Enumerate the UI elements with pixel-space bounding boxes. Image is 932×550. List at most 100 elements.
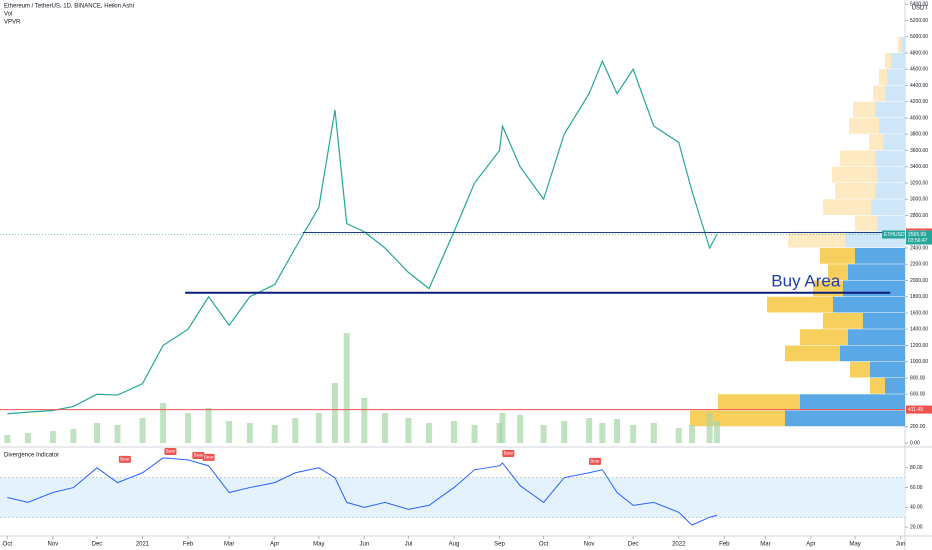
y-tick-label: 2000.00: [910, 278, 928, 284]
x-tick-label: Aug: [449, 542, 460, 548]
volume-bar: [24, 433, 31, 443]
profile-up: [883, 134, 905, 150]
x-tick-label: Mar: [760, 542, 770, 548]
volume-bar: [405, 418, 412, 443]
signal-tag: [502, 449, 515, 457]
volume-bar: [4, 435, 11, 443]
profile-down: [823, 313, 863, 329]
profile-down: [869, 134, 883, 150]
pane-title: Divergence Indicator: [4, 453, 59, 459]
volume-bar: [688, 425, 695, 443]
profile-up: [871, 199, 905, 215]
x-tick-label: Apr: [806, 542, 815, 548]
profile-down: [849, 118, 879, 134]
y-tick-label: 20.00: [910, 524, 923, 530]
profile-down: [850, 361, 870, 378]
y-tick-label: 4800.00: [910, 50, 928, 56]
volume-bar: [586, 418, 593, 443]
y-tick-label: 40.00: [910, 505, 923, 511]
profile-up: [833, 296, 905, 313]
y-tick-label: 5200.00: [910, 18, 928, 24]
volume-bar: [540, 425, 547, 443]
x-tick-label: May: [849, 542, 860, 548]
unit-label: USDT: [912, 6, 929, 12]
volume-bar: [114, 425, 121, 443]
volume-bar: [713, 421, 720, 443]
signal-tag: [589, 457, 602, 465]
volume-bar: [381, 413, 388, 443]
y-tick-label: 2800.00: [910, 213, 928, 219]
profile-up: [840, 345, 905, 362]
volume-bar: [599, 423, 606, 443]
y-tick-label: 4600.00: [910, 67, 928, 73]
profile-down: [885, 53, 891, 69]
profile-up: [887, 69, 905, 85]
volume-bar: [517, 415, 524, 443]
profile-up: [863, 313, 905, 329]
y-tick-label: 800.00: [910, 375, 926, 381]
x-tick-label: 2022: [672, 542, 686, 548]
profile-down: [800, 329, 848, 345]
y-tick-label: 4200.00: [910, 99, 928, 105]
x-tick-label: Oct: [539, 542, 549, 548]
volume-bar: [271, 425, 278, 443]
profile-up: [885, 85, 905, 102]
y-tick-label: 1200.00: [910, 343, 928, 349]
x-tick-label: Mar: [224, 542, 234, 548]
profile-up: [875, 150, 905, 167]
volume-bar: [70, 429, 77, 443]
signal-label: Bear: [204, 455, 214, 460]
volume-bar: [331, 383, 338, 443]
profile-up: [891, 53, 905, 69]
profile-down: [820, 248, 855, 264]
y-tick-label: 1000.00: [910, 359, 928, 365]
signal-tag: [192, 451, 205, 459]
profile-up: [877, 215, 905, 232]
profile-up: [885, 378, 905, 394]
y-tick-label: 4000.00: [910, 115, 928, 121]
symbol-tag: [882, 230, 905, 239]
profile-down: [870, 378, 885, 394]
volume-bar: [361, 398, 368, 443]
x-tick-label: Feb: [719, 542, 730, 548]
profile-up: [879, 118, 905, 134]
y-tick-label: 4400.00: [910, 83, 928, 89]
volume-bar: [650, 423, 657, 443]
y-tick-label: 3000.00: [910, 197, 928, 203]
profile-down: [840, 150, 875, 167]
volume-bar: [139, 418, 146, 443]
volume-bar: [630, 425, 637, 443]
volume-bar: [160, 403, 167, 443]
volume-bar: [292, 418, 299, 443]
x-tick-label: May: [313, 542, 324, 548]
volume-bar: [343, 333, 350, 443]
y-tick-label: 60.00: [910, 485, 923, 491]
profile-down: [898, 36, 901, 53]
signal-tag: [202, 453, 215, 461]
indicator-band: [0, 477, 905, 518]
volume-bar: [450, 421, 457, 443]
volume-bar: [205, 408, 212, 443]
profile-up: [875, 101, 905, 118]
x-tick-label: Apr: [270, 542, 279, 548]
profile-down: [767, 296, 833, 313]
y-tick-label: 5000.00: [910, 34, 928, 40]
level-tag-label: 411.49: [908, 407, 923, 413]
y-tick-label: 1800.00: [910, 294, 928, 300]
volume-bar: [499, 413, 506, 443]
profile-down: [828, 264, 848, 280]
indicator-line: [7, 457, 718, 526]
volume-bar: [185, 413, 192, 443]
price-tag: [906, 230, 932, 245]
profile-up: [848, 329, 905, 345]
x-tick-label: Jun: [896, 542, 906, 548]
y-tick-label: 3600.00: [910, 148, 928, 154]
profile-down: [873, 85, 885, 102]
profile-up: [855, 248, 905, 264]
countdown-label: 03:56:47: [908, 238, 928, 244]
indicator-label: Vol: [4, 12, 12, 18]
signal-tag: [118, 455, 131, 463]
profile-down: [853, 101, 875, 118]
profile-down: [718, 394, 800, 410]
volume-bar: [614, 419, 621, 443]
